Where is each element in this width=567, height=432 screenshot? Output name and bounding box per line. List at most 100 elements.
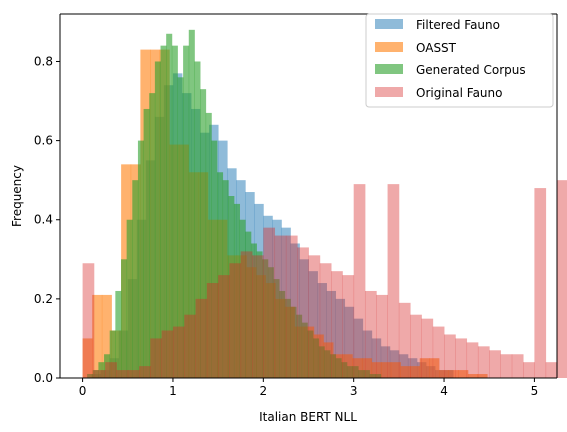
bar: [200, 89, 207, 379]
bar: [381, 362, 392, 378]
bar: [419, 358, 430, 378]
bar: [154, 61, 161, 378]
bar: [150, 338, 163, 378]
bar: [143, 108, 150, 379]
bar: [228, 196, 235, 378]
x-tick-label: 4: [440, 384, 448, 398]
bar: [297, 247, 309, 378]
x-tick-label: 3: [350, 384, 358, 398]
bar: [341, 362, 348, 378]
bar: [252, 255, 264, 378]
bar: [390, 362, 401, 378]
bar: [466, 342, 479, 378]
bar: [398, 302, 411, 378]
histogram-bars: [82, 29, 567, 379]
bar: [239, 219, 246, 378]
bar: [319, 263, 332, 378]
bar: [363, 370, 370, 378]
bar: [444, 334, 456, 378]
bar: [92, 294, 103, 378]
legend: Filtered Fauno OASST Generated Corpus Or…: [365, 13, 554, 108]
bar: [458, 370, 469, 378]
bar: [410, 314, 422, 378]
bar: [273, 279, 280, 378]
bar: [353, 318, 364, 378]
bar: [326, 290, 337, 378]
series-original-fauno: [82, 180, 567, 378]
bar: [262, 259, 269, 378]
bar: [400, 366, 411, 378]
bar: [432, 326, 445, 378]
y-ticks: 0.0 0.2 0.4 0.6 0.8: [34, 54, 60, 385]
bar: [245, 231, 252, 378]
bar: [361, 358, 372, 378]
bar: [233, 203, 240, 378]
bar: [166, 33, 173, 378]
bar: [557, 180, 567, 378]
bar: [307, 330, 314, 378]
bar: [126, 219, 133, 378]
bar: [82, 263, 95, 378]
x-tick-label: 5: [531, 384, 539, 398]
legend-swatch-oasst: [375, 42, 403, 52]
bar: [545, 362, 558, 378]
legend-label-original-fauno: Original Fauno: [416, 86, 502, 100]
bar: [313, 338, 320, 378]
bar: [523, 362, 535, 378]
bar: [329, 354, 337, 378]
bar: [177, 77, 184, 379]
bar: [362, 330, 373, 378]
bar: [371, 362, 382, 378]
bar: [206, 283, 219, 378]
bar: [279, 290, 286, 378]
bar: [477, 374, 488, 378]
bar: [352, 366, 359, 378]
bar: [364, 290, 377, 378]
bar: [217, 172, 224, 378]
bar: [335, 358, 342, 378]
bar: [477, 346, 490, 378]
bar: [467, 374, 478, 378]
x-tick-label: 0: [79, 384, 87, 398]
x-ticks: 0 1 2 3 4 5: [79, 378, 538, 398]
bar: [188, 29, 195, 379]
y-tick-label: 0.8: [34, 54, 53, 68]
bar: [137, 140, 144, 378]
bar: [195, 298, 208, 378]
bar: [318, 346, 325, 378]
bar: [296, 314, 303, 378]
y-tick-label: 0.4: [34, 213, 53, 227]
bar: [317, 283, 327, 378]
bar: [263, 227, 276, 378]
bar: [115, 290, 122, 378]
bar: [500, 354, 513, 378]
bar: [267, 267, 274, 378]
y-tick-label: 0.2: [34, 292, 53, 306]
bar: [93, 370, 106, 378]
bar: [308, 271, 318, 378]
bar: [376, 294, 388, 378]
bar: [387, 184, 400, 378]
bar: [489, 350, 501, 378]
bar: [335, 298, 346, 378]
bar: [410, 366, 421, 378]
legend-label-oasst: OASST: [416, 41, 457, 55]
bar: [121, 259, 128, 378]
y-axis-label: Frequency: [10, 165, 24, 227]
bar: [149, 93, 156, 378]
bar: [92, 370, 99, 378]
legend-label-filtered-fauno: Filtered Fauno: [416, 18, 500, 32]
y-tick-label: 0.6: [34, 134, 53, 148]
bar: [229, 263, 242, 378]
x-tick-label: 1: [169, 384, 177, 398]
bar: [116, 370, 129, 378]
legend-swatch-filtered-fauno: [375, 19, 403, 29]
bar: [346, 366, 353, 378]
bar: [127, 370, 140, 378]
x-tick-label: 2: [259, 384, 267, 398]
bar: [324, 350, 331, 378]
x-axis-label: Italian BERT NLL: [259, 410, 357, 424]
y-tick-label: 0.0: [34, 371, 53, 385]
bar: [250, 243, 257, 378]
